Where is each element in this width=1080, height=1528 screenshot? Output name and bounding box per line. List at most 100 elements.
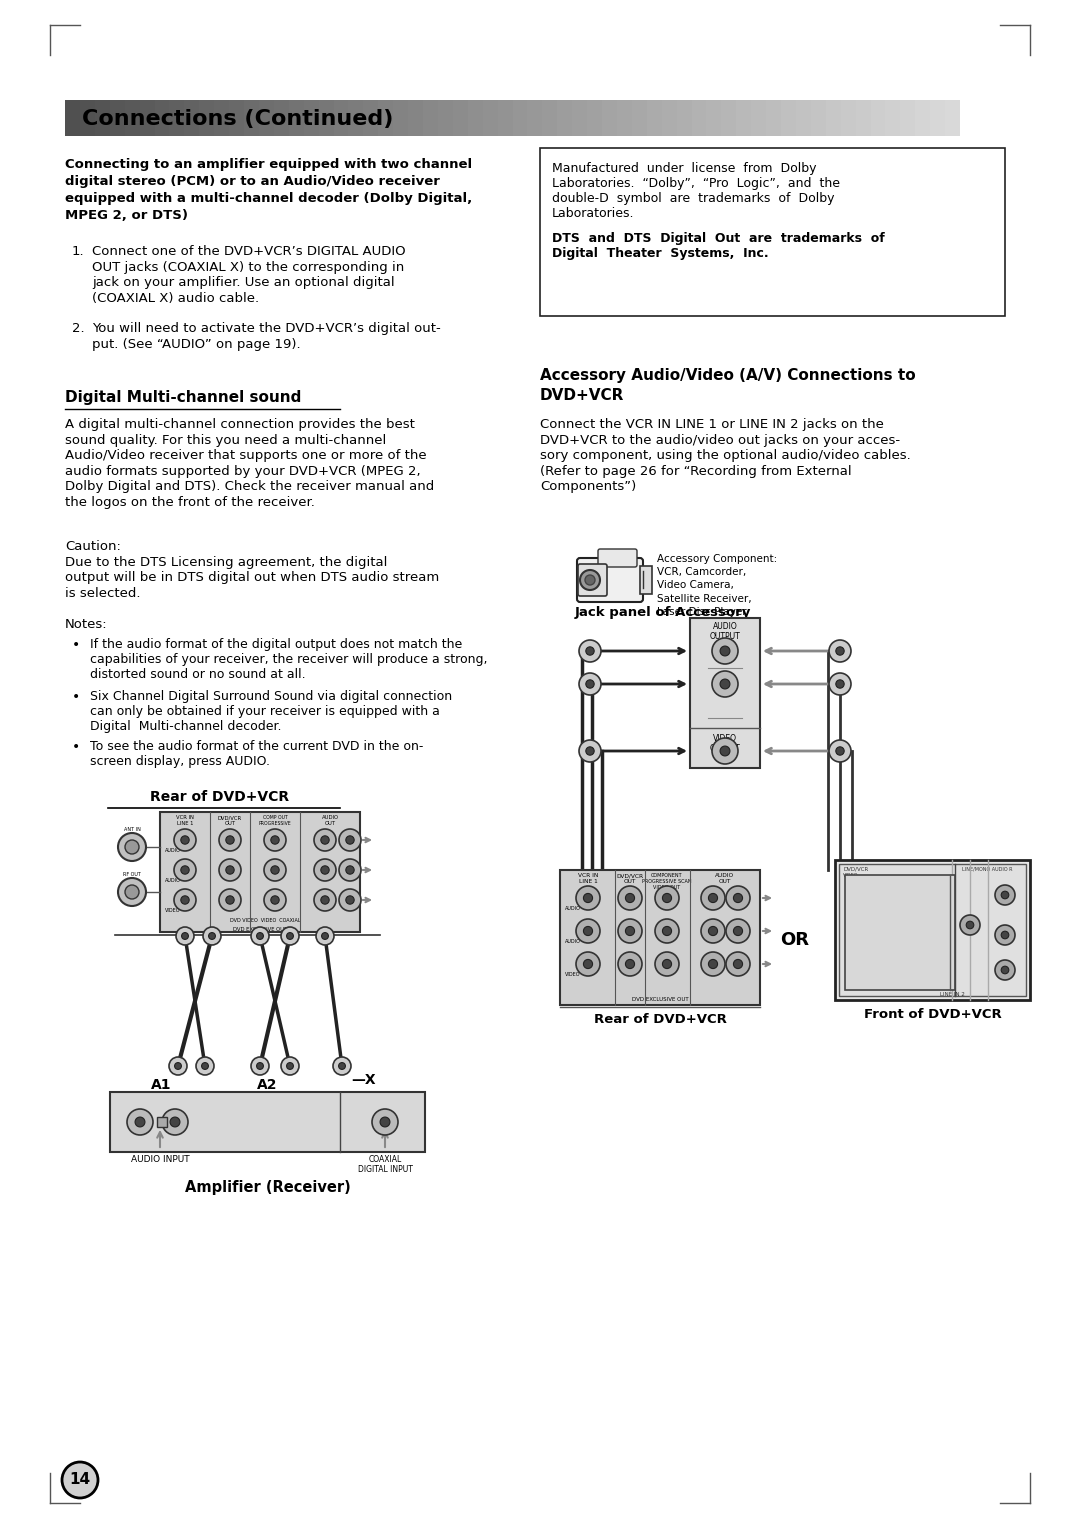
Text: can only be obtained if your receiver is equipped with a: can only be obtained if your receiver is… — [90, 704, 440, 718]
Bar — [95, 99, 110, 136]
Bar — [662, 99, 677, 136]
Circle shape — [720, 746, 730, 756]
Text: (COAXIAL X) audio cable.: (COAXIAL X) audio cable. — [92, 292, 259, 304]
Text: Accessory Audio/Video (A/V) Connections to: Accessory Audio/Video (A/V) Connections … — [540, 368, 916, 384]
Circle shape — [829, 672, 851, 695]
Circle shape — [662, 960, 672, 969]
Circle shape — [226, 836, 234, 843]
Bar — [214, 99, 230, 136]
Circle shape — [585, 680, 594, 688]
Circle shape — [960, 915, 980, 935]
Text: If the audio format of the digital output does not match the: If the audio format of the digital outpu… — [90, 639, 462, 651]
Circle shape — [576, 952, 600, 976]
Bar — [901, 99, 916, 136]
Text: jack on your amplifier. Use an optional digital: jack on your amplifier. Use an optional … — [92, 277, 394, 289]
Bar — [378, 99, 394, 136]
Circle shape — [208, 932, 215, 940]
Circle shape — [829, 640, 851, 662]
Circle shape — [286, 932, 294, 940]
Circle shape — [712, 639, 738, 665]
Circle shape — [1001, 891, 1009, 898]
Text: Dolby Digital and DTS). Check the receiver manual and: Dolby Digital and DTS). Check the receiv… — [65, 480, 434, 494]
Bar — [557, 99, 572, 136]
Text: Caution:: Caution: — [65, 539, 121, 553]
Circle shape — [264, 889, 286, 911]
Circle shape — [708, 926, 717, 935]
Circle shape — [712, 671, 738, 697]
Text: VCR IN
LINE 1: VCR IN LINE 1 — [578, 872, 598, 883]
Bar — [199, 99, 215, 136]
Text: AUDIO: AUDIO — [165, 877, 180, 883]
Text: Components”): Components”) — [540, 480, 636, 494]
Text: DVD/VCR: DVD/VCR — [843, 866, 868, 871]
Circle shape — [264, 830, 286, 851]
Bar — [796, 99, 811, 136]
Circle shape — [339, 859, 361, 882]
Circle shape — [583, 926, 593, 935]
Text: DVD VIDEO  VIDEO  COAXIAL: DVD VIDEO VIDEO COAXIAL — [230, 918, 300, 923]
Bar — [393, 99, 408, 136]
Bar — [647, 99, 662, 136]
Circle shape — [708, 960, 717, 969]
Bar — [527, 99, 543, 136]
Bar — [737, 99, 752, 136]
Bar — [170, 99, 185, 136]
Text: LINE IN 2: LINE IN 2 — [940, 992, 964, 996]
Text: 1.: 1. — [72, 244, 84, 258]
Circle shape — [579, 740, 600, 762]
Circle shape — [321, 866, 329, 874]
Text: Rear of DVD+VCR: Rear of DVD+VCR — [594, 1013, 727, 1025]
Bar — [706, 99, 721, 136]
Bar — [110, 1093, 426, 1152]
Circle shape — [372, 1109, 399, 1135]
Circle shape — [195, 1057, 214, 1076]
Text: the logos on the front of the receiver.: the logos on the front of the receiver. — [65, 495, 315, 509]
Circle shape — [203, 927, 221, 944]
Text: •: • — [72, 691, 80, 704]
Circle shape — [135, 1117, 145, 1128]
Circle shape — [625, 926, 635, 935]
Circle shape — [726, 886, 750, 911]
Text: VCR IN
LINE 1: VCR IN LINE 1 — [176, 814, 194, 825]
Circle shape — [625, 960, 635, 969]
Circle shape — [180, 866, 189, 874]
Text: Connecting to an amplifier equipped with two channel: Connecting to an amplifier equipped with… — [65, 157, 472, 171]
Circle shape — [168, 1057, 187, 1076]
Circle shape — [1001, 966, 1009, 973]
Bar — [229, 99, 244, 136]
Bar — [453, 99, 469, 136]
Circle shape — [995, 924, 1015, 944]
Circle shape — [654, 918, 679, 943]
Circle shape — [226, 895, 234, 905]
Circle shape — [726, 952, 750, 976]
Circle shape — [585, 747, 594, 755]
Text: Manufactured  under  license  from  Dolby: Manufactured under license from Dolby — [552, 162, 816, 176]
Text: ANT IN: ANT IN — [123, 827, 140, 833]
Text: Accessory Component:
VCR, Camcorder,
Video Camera,
Satellite Receiver,
Laser Dis: Accessory Component: VCR, Camcorder, Vid… — [657, 555, 778, 617]
Circle shape — [321, 836, 329, 843]
Text: DVD EXCLUSIVE OUT: DVD EXCLUSIVE OUT — [632, 996, 688, 1002]
Text: capabilities of your receiver, the receiver will produce a strong,: capabilities of your receiver, the recei… — [90, 652, 487, 666]
Text: •: • — [72, 740, 80, 753]
Text: Digital Multi-channel sound: Digital Multi-channel sound — [65, 390, 301, 405]
Bar — [886, 99, 901, 136]
Circle shape — [618, 952, 642, 976]
Circle shape — [579, 640, 600, 662]
Circle shape — [720, 646, 730, 656]
Text: A digital multi-channel connection provides the best: A digital multi-channel connection provi… — [65, 419, 415, 431]
Text: DVD+VCR to the audio/video out jacks on your acces-: DVD+VCR to the audio/video out jacks on … — [540, 434, 900, 446]
Circle shape — [271, 895, 279, 905]
Bar — [437, 99, 454, 136]
Bar — [676, 99, 692, 136]
Circle shape — [346, 836, 354, 843]
Bar — [80, 99, 95, 136]
Text: Laboratories.  “Dolby”,  “Pro  Logic”,  and  the: Laboratories. “Dolby”, “Pro Logic”, and … — [552, 177, 840, 189]
Text: COMPONENT
PROGRESSIVE SCAN
VIDEO OUT: COMPONENT PROGRESSIVE SCAN VIDEO OUT — [643, 872, 692, 889]
Circle shape — [995, 960, 1015, 979]
Bar — [588, 99, 603, 136]
Bar — [721, 99, 737, 136]
Bar — [349, 99, 364, 136]
Text: VIDEO: VIDEO — [565, 972, 581, 976]
Text: AUDIO: AUDIO — [565, 906, 581, 911]
Text: Digital  Multi-channel decoder.: Digital Multi-channel decoder. — [90, 720, 282, 733]
